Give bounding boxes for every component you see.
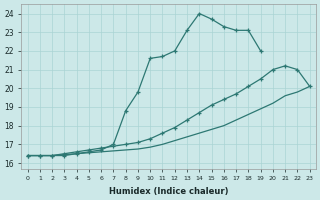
X-axis label: Humidex (Indice chaleur): Humidex (Indice chaleur)	[109, 187, 228, 196]
